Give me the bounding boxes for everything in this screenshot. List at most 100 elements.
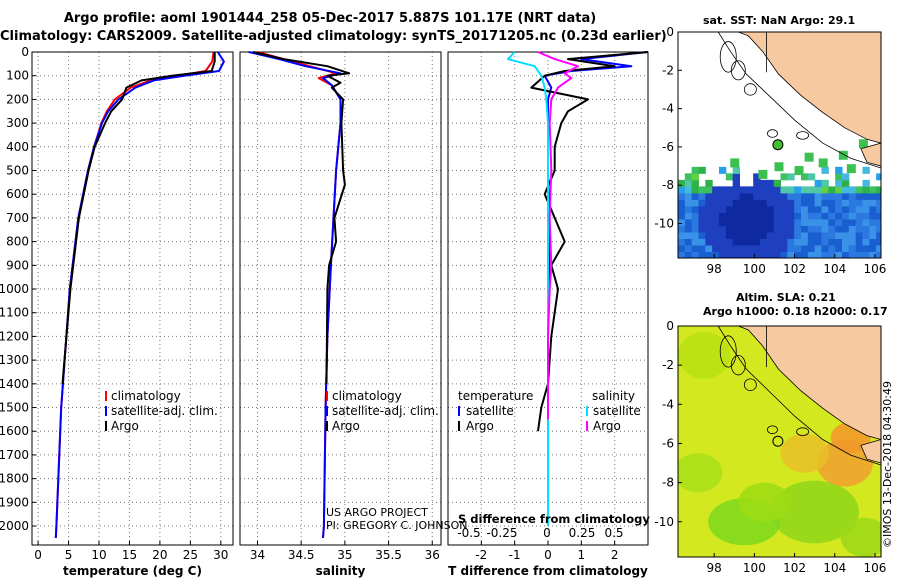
sst-cell — [801, 192, 809, 200]
sst-cell — [821, 225, 829, 233]
sst-cell — [691, 186, 700, 194]
temperature-legend-label: satellite-adj. clim. — [111, 404, 218, 418]
sst-cell — [719, 251, 727, 258]
difference-xtick-label: 2 — [611, 548, 619, 562]
sst-cell — [855, 212, 864, 220]
sst-cell — [691, 238, 700, 246]
sst-cell — [712, 199, 720, 207]
sst-cell — [876, 205, 881, 213]
sst-cell — [773, 212, 782, 220]
sst-cell — [719, 238, 727, 246]
sst-cell — [773, 192, 782, 200]
sla-map-title-line1: Altim. SLA: 0.21 — [736, 291, 836, 304]
sst-cell — [862, 231, 870, 239]
sst-cell — [787, 212, 795, 220]
sst-cell — [678, 231, 686, 239]
sst-cell — [821, 199, 829, 207]
sst-cell — [835, 212, 843, 220]
project-line2: PI: GREGORY C. JOHNSON — [326, 519, 467, 532]
sst-cell — [691, 218, 700, 226]
sst-cell — [712, 218, 720, 226]
sst-cell — [794, 192, 802, 200]
salinity-legend-label: Argo — [332, 419, 360, 433]
sst-cell — [698, 251, 706, 258]
sst-cell — [821, 212, 829, 220]
sst-cell — [780, 173, 788, 181]
sst-cell — [725, 225, 734, 233]
sst-cell — [732, 231, 741, 239]
sst-cell — [725, 212, 734, 220]
sst-cell — [712, 238, 720, 246]
sst-cell — [719, 192, 727, 200]
sst-cell — [705, 238, 713, 246]
sst-cell — [876, 199, 881, 207]
temperature-xtick-label: 5 — [65, 548, 73, 562]
depth-tick-label: 700 — [6, 211, 29, 225]
sst-cell — [869, 231, 877, 239]
sst-cell — [753, 199, 761, 207]
sst-cell — [705, 205, 713, 213]
sst-cell — [855, 251, 864, 258]
salinity-xtick-label: 35 — [337, 548, 352, 562]
sst-cell — [678, 179, 686, 187]
sst-cell — [691, 192, 700, 200]
sst-cell — [814, 199, 823, 207]
sst-cell — [821, 231, 829, 239]
sst-cell — [684, 205, 693, 213]
sst-cell — [678, 192, 686, 200]
sst-cell — [794, 218, 802, 226]
sst-cell — [818, 158, 828, 168]
sst-cell — [732, 218, 741, 226]
sst-cell — [780, 186, 788, 194]
sst-cell — [835, 231, 843, 239]
salinity-series-argo — [252, 51, 351, 384]
island-outline — [767, 129, 778, 138]
depth-tick-label: 200 — [6, 92, 29, 106]
sst-cell — [746, 225, 754, 233]
sst-cell — [698, 199, 706, 207]
sst-cell — [766, 251, 775, 258]
imos-credit: ©IMOS 13-Dec-2018 04:30:49 — [881, 381, 894, 548]
sst-cell — [814, 179, 823, 187]
sst-cell — [814, 231, 823, 239]
sst-cell — [862, 225, 870, 233]
sst-cell — [821, 238, 829, 246]
sst-cell — [705, 212, 713, 220]
sst-cell — [746, 186, 754, 194]
sla-anomaly-blob — [770, 480, 859, 544]
sst-cell — [774, 162, 784, 172]
sst-cell — [828, 205, 836, 213]
sst-cell — [725, 238, 734, 246]
sst-cell — [753, 238, 761, 246]
sst-cell — [780, 225, 788, 233]
sst-cell — [684, 186, 693, 194]
sst-cell — [684, 179, 693, 187]
sst-cell — [712, 225, 720, 233]
sst-cell — [835, 238, 843, 246]
sst-cell — [848, 218, 857, 226]
sst-cell — [794, 212, 802, 220]
sst-cell — [807, 218, 816, 226]
sst-cell — [760, 251, 768, 258]
sst-cell — [869, 205, 877, 213]
sst-cell — [835, 218, 843, 226]
difference-series-s-argo — [537, 51, 579, 420]
sst-cell — [725, 192, 734, 200]
sst-cell — [842, 205, 850, 213]
project-line1: US ARGO PROJECT — [326, 506, 428, 519]
sla-anomaly-blob — [738, 482, 791, 522]
sst-cell — [780, 212, 788, 220]
sst-cell — [835, 251, 843, 258]
sst-cell — [862, 251, 870, 258]
profile-location-marker — [772, 139, 784, 151]
sst-cell — [732, 244, 741, 252]
sst-cell — [842, 218, 850, 226]
sst-cell — [732, 212, 741, 220]
depth-tick-label: 1200 — [0, 329, 29, 343]
sst-cell — [773, 231, 782, 239]
temperature-xtick-label: 20 — [152, 548, 167, 562]
sst-cell — [828, 212, 836, 220]
sst-cell — [862, 192, 870, 200]
sst-cell — [794, 244, 802, 252]
sst-cell — [725, 231, 734, 239]
